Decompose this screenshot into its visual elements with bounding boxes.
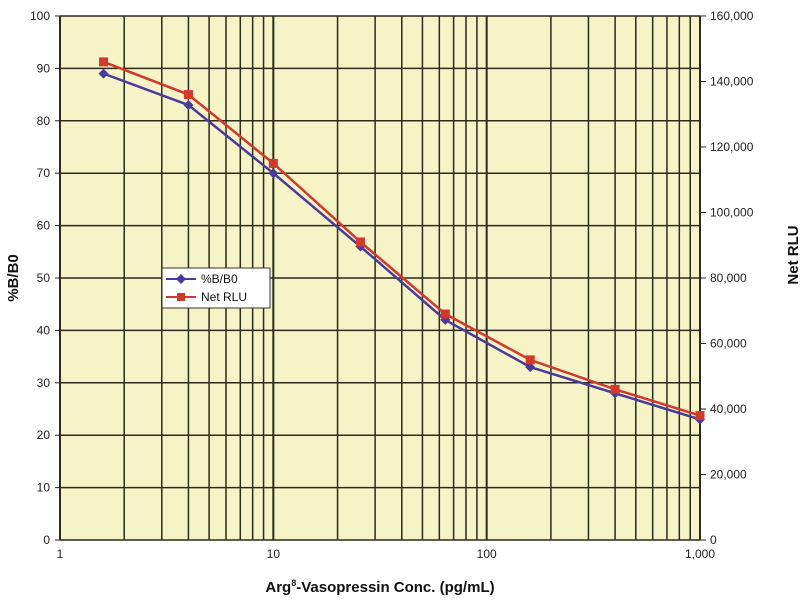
y-tick-label: 40 <box>37 323 51 337</box>
data-point-bb0 <box>98 68 109 79</box>
data-point-net-rlu <box>525 355 535 365</box>
y2-tick-label: 20,000 <box>710 468 747 482</box>
y2-axis-label: Net RLU <box>785 225 800 284</box>
legend-label-bb0: %B/B0 <box>201 272 238 286</box>
y2-tick-label: 80,000 <box>710 271 747 285</box>
series <box>98 57 705 425</box>
data-point-net-rlu <box>355 237 365 247</box>
grid <box>59 15 701 541</box>
y2-tick-label: 100,000 <box>710 206 754 220</box>
y-tick-label: 70 <box>37 166 51 180</box>
y-tick-label: 80 <box>37 114 51 128</box>
data-point-bb0 <box>183 100 194 111</box>
y-tick-label: 100 <box>30 9 50 23</box>
data-point-net-rlu <box>183 90 193 100</box>
legend: %B/B0 Net RLU <box>161 267 271 309</box>
data-point-net-rlu <box>695 411 705 421</box>
y-tick-label: 50 <box>37 271 51 285</box>
data-point-bb0 <box>525 362 536 373</box>
y-axis-label: %B/B0 <box>5 254 22 302</box>
data-point-bb0 <box>268 168 279 179</box>
y2-tick-label: 140,000 <box>710 75 754 89</box>
y-tick-label: 60 <box>37 219 51 233</box>
x-tick-label: 1,000 <box>685 547 715 561</box>
y2-tick-label: 0 <box>710 533 717 547</box>
x-tick-label: 1 <box>57 547 64 561</box>
series-line-bb0 <box>103 72 701 421</box>
y-tick-label: 90 <box>37 61 51 75</box>
y-tick-label: 20 <box>37 428 51 442</box>
legend-square-icon <box>177 293 185 301</box>
y2-tick-label: 60,000 <box>710 337 747 351</box>
y-tick-label: 10 <box>37 481 51 495</box>
x-axis-label: Arg8-Vasopressin Conc. (pg/mL) <box>265 578 494 596</box>
data-point-net-rlu <box>268 158 278 168</box>
legend-diamond-icon <box>176 274 186 284</box>
y2-tick-label: 40,000 <box>710 402 747 416</box>
data-point-net-rlu <box>99 57 109 67</box>
series-line-net-rlu <box>103 60 701 417</box>
y2-tick-label: 120,000 <box>710 140 754 154</box>
y2-tick-label: 160,000 <box>710 9 754 23</box>
y-tick-label: 0 <box>43 533 50 547</box>
data-point-net-rlu <box>610 384 620 394</box>
x-tick-label: 100 <box>477 547 497 561</box>
data-point-net-rlu <box>440 309 450 319</box>
legend-label-rlu: Net RLU <box>201 290 247 304</box>
x-tick-label: 10 <box>267 547 281 561</box>
y-tick-label: 30 <box>37 376 51 390</box>
